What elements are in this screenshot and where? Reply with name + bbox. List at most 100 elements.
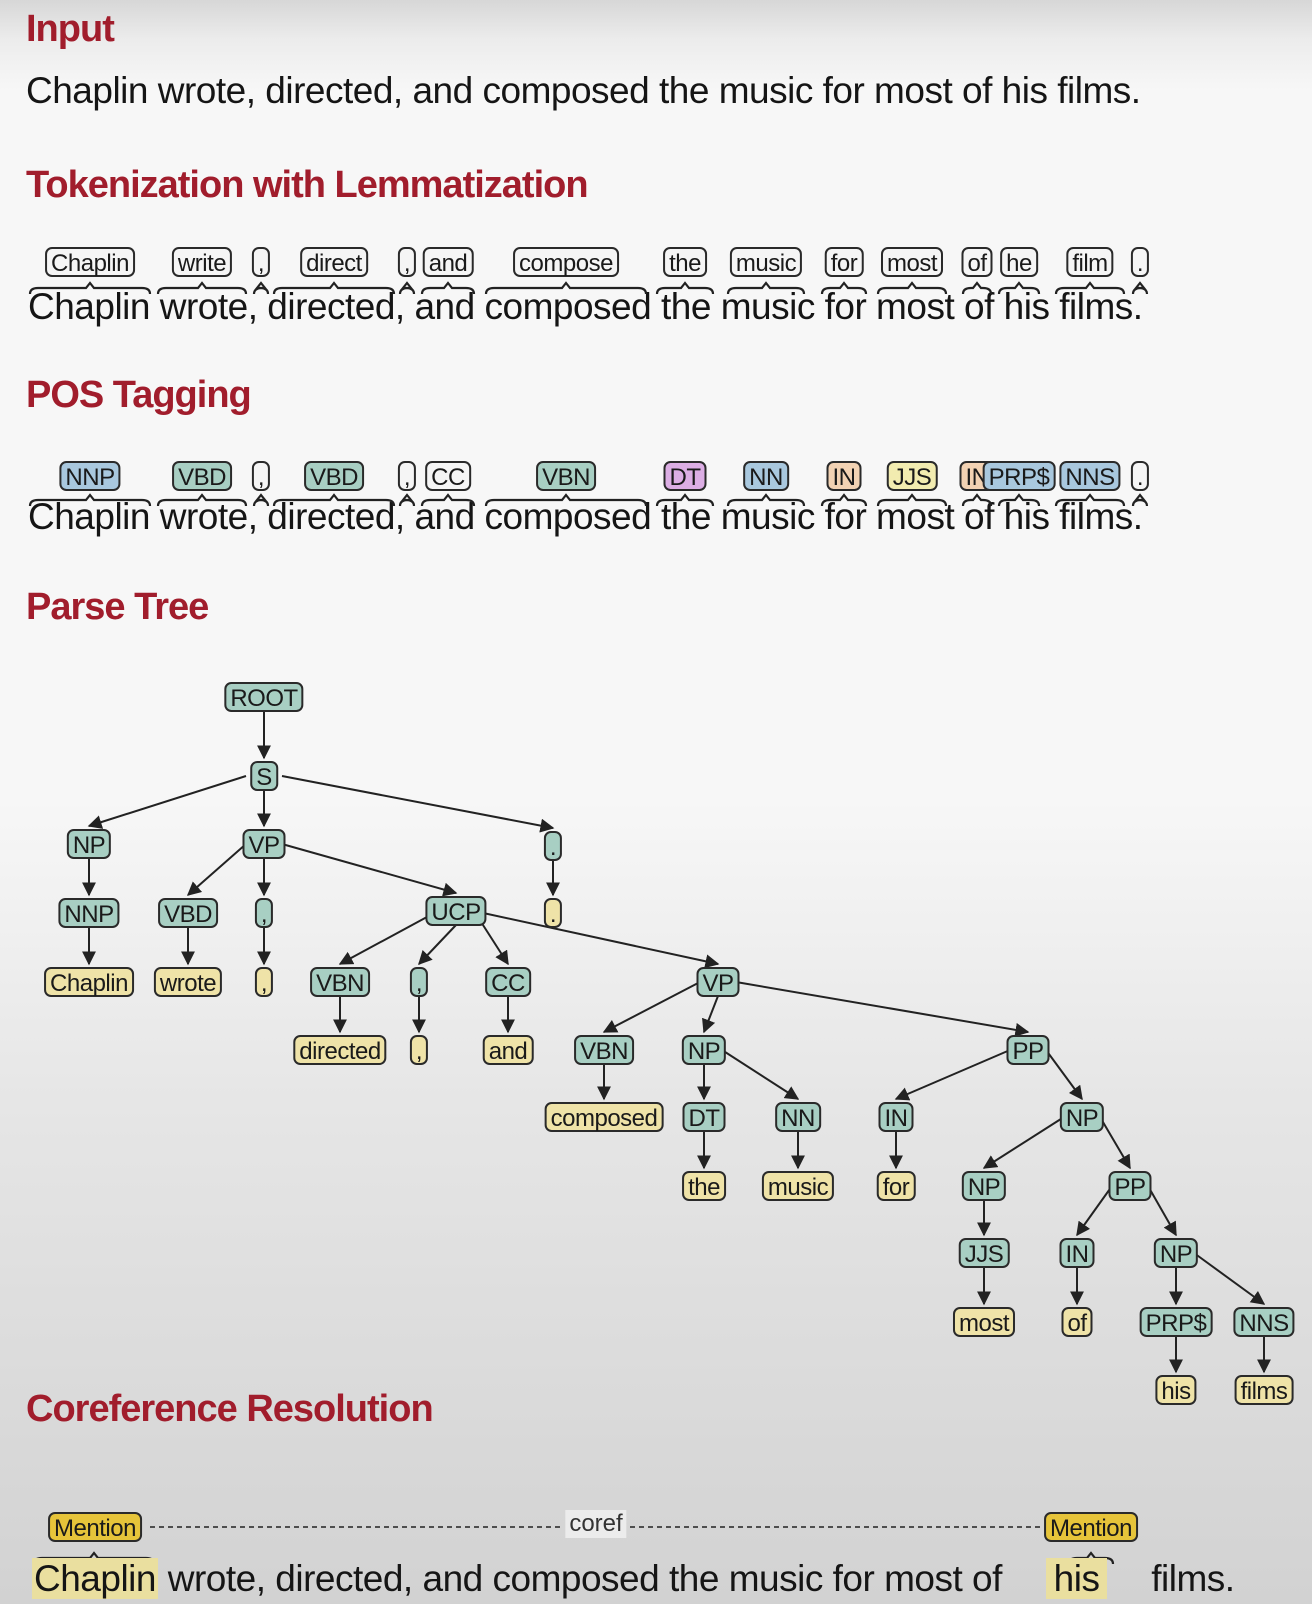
lemma-token: the [663, 247, 707, 277]
tree-edge [186, 843, 247, 896]
pos-tag: VBD [304, 461, 364, 491]
coref-mention-chaplin: Chaplin [32, 1558, 158, 1599]
mention-badge-his: Mention [1044, 1512, 1138, 1542]
token-brace [820, 281, 868, 295]
mention-badge-chaplin: Mention [48, 1512, 142, 1542]
token-brace [1054, 281, 1126, 295]
tree-leaf-dotleaf: . [543, 898, 563, 928]
pos-brace [28, 493, 152, 507]
tree-edge [721, 1049, 800, 1100]
coref-mention-his: his [1045, 1558, 1108, 1599]
tree-node-jjs: JJS [958, 1238, 1010, 1268]
tree-node-in2: IN [1059, 1238, 1095, 1268]
tree-edge [473, 910, 720, 969]
tree-node-vp2: VP [696, 967, 740, 997]
pos-tag: NN [743, 461, 789, 491]
lemma-token: , [397, 247, 417, 277]
token-brace [876, 281, 948, 295]
tree-leaf-commaleaf1: , [254, 967, 274, 997]
input-sentence: Chaplin wrote, directed, and composed th… [26, 70, 1141, 111]
pos-sentence: Chaplin wrote, directed, and composed th… [28, 496, 1143, 537]
lemma-token: direct [300, 247, 368, 277]
tree-edge [281, 775, 555, 833]
tree-edge [338, 910, 439, 965]
tree-node-np4: NP [961, 1171, 1007, 1201]
lemma-token: for [824, 247, 864, 277]
pos-tag: , [397, 461, 417, 491]
pos-brace [252, 493, 270, 507]
tree-node-pp2: PP [1108, 1171, 1152, 1201]
tree-leaf-composed: composed [544, 1102, 664, 1132]
pos-tag: CC [425, 461, 471, 491]
tree-leaf-and: and [482, 1035, 534, 1065]
lemma-token: and [422, 247, 474, 277]
tree-node-nns: NNS [1233, 1307, 1295, 1337]
tree-node-cc: CC [485, 967, 531, 997]
pos-tag: JJS [886, 461, 938, 491]
tree-edge [1193, 1252, 1266, 1305]
tree-node-ucp: UCP [425, 896, 487, 926]
tree-edge [281, 843, 458, 897]
tree-leaf-music: music [761, 1171, 835, 1201]
heading-tokenization: Tokenization with Lemmatization [26, 164, 589, 206]
tree-node-comma2: , [409, 967, 429, 997]
lemma-token: . [1130, 247, 1150, 277]
pos-brace [997, 493, 1041, 507]
tree-leaf-directed: directed [293, 1035, 387, 1065]
lemma-token: write [171, 247, 233, 277]
tree-node-vp1: VP [242, 829, 286, 859]
pos-tag: PRP$ [982, 461, 1056, 491]
heading-parse-tree: Parse Tree [26, 586, 209, 628]
pos-brace [655, 493, 715, 507]
pos-tag: VBN [536, 461, 596, 491]
token-brace [1131, 281, 1149, 295]
tree-node-nnp: NNP [58, 898, 120, 928]
tree-node-dt: DT [682, 1102, 726, 1132]
token-brace [726, 281, 806, 295]
tree-edge [702, 995, 719, 1034]
tree-edge [1147, 1185, 1177, 1237]
tree-node-np1: NP [66, 829, 112, 859]
tree-node-vbn2: VBN [574, 1035, 634, 1065]
tree-edge [982, 1116, 1065, 1169]
tree-node-root: ROOT [224, 682, 304, 712]
pos-brace [726, 493, 806, 507]
tree-leaf-for: for [876, 1171, 916, 1201]
pos-tag: , [251, 461, 271, 491]
lemma-token: music [729, 247, 803, 277]
tree-leaf-films: films [1234, 1375, 1294, 1405]
tree-node-prp: PRP$ [1139, 1307, 1213, 1337]
tree-leaf-wrote: wrote [153, 967, 223, 997]
lemma-token: of [961, 247, 993, 277]
tree-leaf-chaplin: Chaplin [44, 967, 134, 997]
token-brace [156, 281, 248, 295]
pos-brace [1131, 493, 1149, 507]
pos-brace [820, 493, 868, 507]
tree-leaf-the: the [682, 1171, 726, 1201]
tree-edge [87, 775, 247, 829]
tree-edge [418, 924, 457, 966]
tree-node-comma1: , [254, 898, 274, 928]
tree-leaf-commaleaf2: , [409, 1035, 429, 1065]
token-brace [997, 281, 1041, 295]
pos-brace [156, 493, 248, 507]
token-brace [28, 281, 152, 295]
pos-tag: . [1130, 461, 1150, 491]
tree-node-vbd: VBD [158, 898, 218, 928]
heading-pos: POS Tagging [26, 374, 252, 416]
pos-brace [876, 493, 948, 507]
tree-edge [602, 981, 701, 1033]
tree-node-np3: NP [1059, 1102, 1105, 1132]
pos-tag: DT [663, 461, 707, 491]
lemma-token: , [251, 247, 271, 277]
tree-node-in1: IN [878, 1102, 914, 1132]
tree-edge [1099, 1116, 1131, 1170]
tree-edge [735, 981, 1030, 1037]
tree-leaf-most: most [952, 1307, 1016, 1337]
tree-edge [894, 1049, 1011, 1101]
pos-brace [420, 493, 476, 507]
token-brace [420, 281, 476, 295]
token-brace [961, 281, 993, 295]
tree-node-pp1: PP [1006, 1035, 1050, 1065]
